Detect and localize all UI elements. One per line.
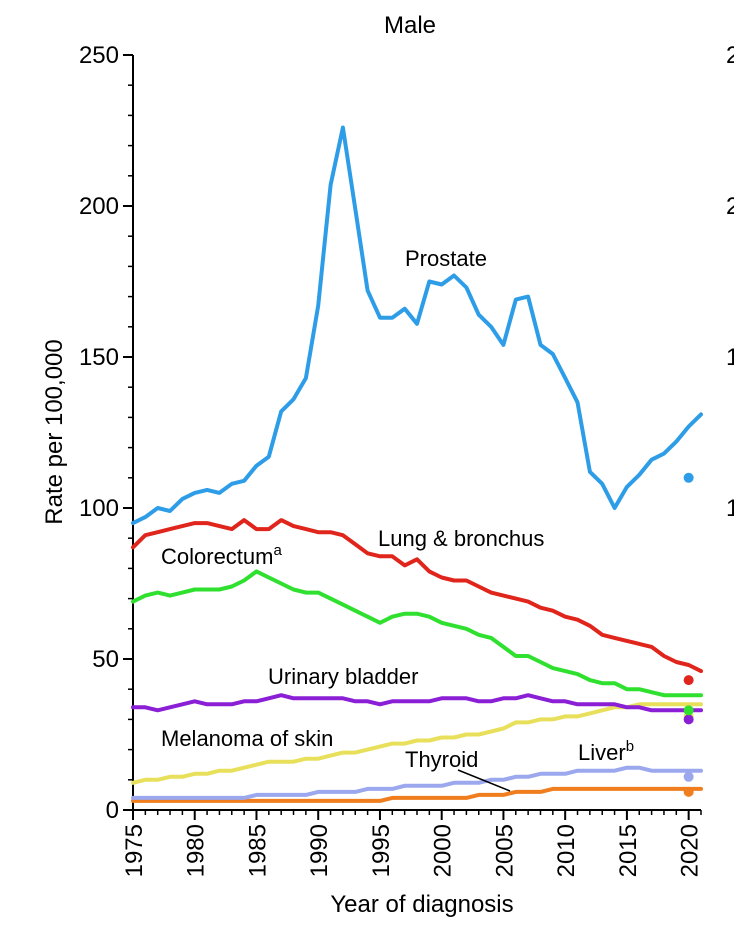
series-labels: Prostate Lung & bronchus Colorectuma Urinar…	[161, 246, 634, 772]
point-2020-prostate	[683, 472, 694, 483]
y-axis: 0 50 100 150 200 250	[79, 42, 134, 824]
point-2020-thyroid	[683, 786, 694, 797]
x-tick-label: 1980	[183, 824, 210, 877]
x-tick-label: 2000	[430, 824, 457, 877]
thyroid-label-leader	[457, 769, 511, 792]
series-label: Melanoma of skin	[161, 726, 333, 751]
x-tick-label: 2020	[677, 824, 704, 877]
y-tick-label: 50	[92, 646, 119, 673]
series-label: Liverb	[578, 738, 634, 765]
point-2020-lung-bronchus	[683, 675, 694, 686]
series-line-urinary-bladder	[131, 693, 703, 713]
y-axis-title: Rate per 100,000	[41, 339, 68, 524]
point-2020-urinary-bladder	[683, 714, 694, 725]
x-axis-title: Year of diagnosis	[330, 891, 513, 918]
series-lines	[131, 125, 703, 803]
x-tick-label: 1985	[244, 824, 271, 877]
clipped-tick-label: 200	[726, 193, 734, 220]
series-line-thyroid	[131, 786, 703, 803]
x-tick-label: 2015	[615, 824, 642, 877]
clipped-tick-label: 100	[726, 495, 734, 522]
y-tick-label: 250	[79, 42, 119, 69]
x-tick-label: 2005	[491, 824, 518, 877]
x-axis: 1975 1980 1985 1990 1995 2000 2005 2010 2015 2020	[121, 809, 704, 877]
series-label: Lung & bronchus	[378, 526, 544, 551]
series-line-prostate	[131, 125, 703, 526]
point-2020-liver	[683, 771, 694, 782]
series-points	[683, 472, 694, 797]
series-label: Colorectuma	[161, 542, 282, 569]
series-line-lung-bronchus	[131, 518, 703, 674]
clipped-tick-label: 150	[726, 344, 734, 371]
x-tick-label: 1995	[368, 824, 395, 877]
series-line-liver	[131, 765, 703, 800]
series-label: Prostate	[405, 246, 487, 271]
y-tick-label: 150	[79, 344, 119, 371]
series-line-colorectum	[131, 569, 703, 698]
clipped-right-axis: 250 200 150 100	[726, 42, 734, 522]
x-tick-label: 1990	[306, 824, 333, 877]
series-line-melanoma-of-skin	[131, 702, 703, 785]
clipped-tick-label: 250	[726, 42, 734, 69]
series-label: Thyroid	[405, 747, 478, 772]
series-label: Urinary bladder	[268, 664, 418, 689]
y-tick-label: 100	[79, 495, 119, 522]
point-2020-colorectum	[683, 705, 694, 716]
y-tick-label: 0	[106, 797, 119, 824]
chart-title: Male	[384, 12, 436, 39]
x-tick-label: 2010	[553, 824, 580, 877]
y-tick-label: 200	[79, 193, 119, 220]
x-tick-label: 1975	[121, 824, 148, 877]
